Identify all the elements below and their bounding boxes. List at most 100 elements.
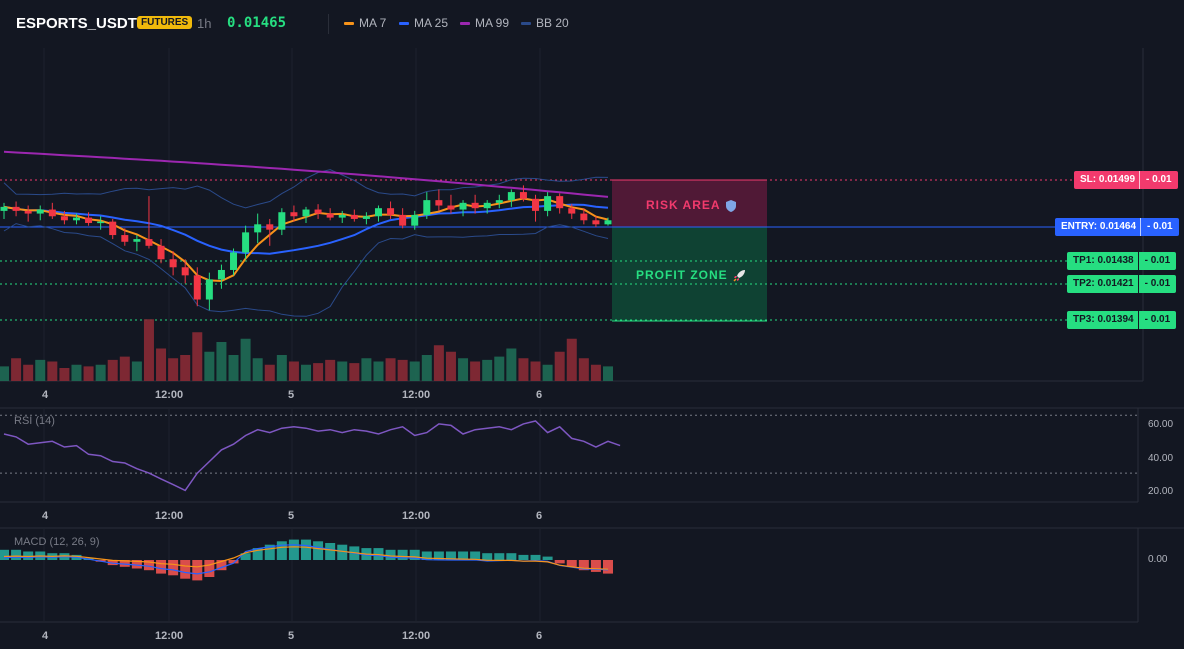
volume-bar (204, 351, 215, 381)
header-divider (328, 14, 329, 34)
time-label-6: 6 (536, 389, 543, 401)
volume-bar (71, 364, 82, 381)
symbol-name[interactable]: ESPORTS_USDT (16, 15, 137, 32)
candle-body (85, 217, 93, 223)
macd-histogram-bar (156, 560, 167, 574)
candle-body (254, 224, 262, 233)
volume-bar (252, 358, 263, 381)
candle-body (411, 214, 419, 226)
volume-bar (47, 361, 58, 381)
sl-price-tag[interactable]: SL: 0.01499- 0.01 (1074, 171, 1178, 189)
tp3-price-tag[interactable]: TP3: 0.01394- 0.01 (1067, 311, 1177, 329)
candle-body (374, 208, 382, 217)
macd-histogram-bar (107, 560, 118, 566)
ma99-line (3, 150, 609, 198)
candle-body (48, 209, 56, 217)
volume-bar (590, 364, 601, 381)
macd-histogram-bar (192, 560, 203, 581)
volume-bar (325, 359, 336, 381)
tp1-price-tag[interactable]: TP1: 0.01438- 0.01 (1067, 252, 1177, 270)
rsi-time-label-5: 5 (288, 510, 295, 522)
entry-tag-label: ENTRY: 0.01464 (1061, 221, 1137, 232)
candle-body (483, 202, 491, 209)
volume-bar (409, 361, 420, 381)
macd-histogram-bar (0, 549, 9, 560)
legend-ma7[interactable]: MA 7 (344, 16, 386, 30)
macd-histogram-bar (131, 560, 142, 569)
macd-histogram-bar (506, 553, 517, 560)
macd-histogram-bar (482, 553, 493, 560)
candle-body (314, 209, 322, 214)
macd-time-label-4: 4 (42, 630, 49, 642)
macd-histogram-bar (23, 551, 34, 560)
candle-body (205, 279, 213, 300)
entry-tag-diff: - 0.01 (1140, 218, 1179, 236)
volume-bar (59, 368, 70, 381)
candle-body (568, 208, 576, 214)
candle-body (181, 267, 189, 276)
macd-histogram-bar (603, 560, 613, 574)
candle-body (290, 212, 298, 217)
candle-body (592, 220, 600, 225)
entry-price-tag[interactable]: ENTRY: 0.01464- 0.01 (1055, 218, 1179, 236)
volume-bar (240, 338, 251, 381)
candle-body (350, 214, 358, 219)
legend-bb20[interactable]: BB 20 (521, 16, 569, 30)
tp2-price-tag[interactable]: TP2: 0.01421- 0.01 (1067, 275, 1177, 293)
candle-body (60, 216, 68, 221)
candle-body (435, 200, 443, 206)
time-label-1200-a: 12:00 (155, 389, 184, 401)
volume-bar (11, 358, 22, 381)
candle-body (532, 198, 540, 211)
volume-bar (542, 364, 553, 381)
candle-body (495, 200, 503, 203)
candle-body (459, 202, 467, 210)
legend-ma25[interactable]: MA 25 (399, 16, 448, 30)
volume-bar (192, 332, 203, 381)
macd-histogram-bar (325, 543, 336, 560)
volume-bar (361, 358, 372, 381)
candle-body (109, 221, 117, 236)
macd-histogram-bar (216, 560, 227, 571)
macd-histogram-bar (542, 556, 553, 560)
macd-time-label-5: 5 (288, 630, 295, 642)
macd-histogram-bar (168, 560, 179, 576)
rsi-label: RSI (14) (14, 415, 55, 427)
macd-histogram-bar (240, 553, 251, 560)
rsi-tick-40: 40.00 (1148, 453, 1174, 464)
macd-histogram-bar (337, 544, 348, 560)
volume-bar (313, 363, 324, 381)
volume-bar (23, 364, 34, 381)
macd-histogram-bar (119, 560, 130, 567)
volume-bar (107, 359, 118, 381)
rocket-icon (733, 270, 745, 282)
volume-bar (554, 351, 565, 381)
macd-histogram-bar (180, 560, 191, 579)
candle-body (580, 213, 588, 221)
profit-zone-text: PROFIT ZONE (636, 268, 728, 282)
volume-bar (143, 319, 154, 381)
volume-bar (433, 345, 444, 381)
volume-bar (35, 359, 46, 381)
candle-body (519, 192, 527, 199)
candle-body (338, 214, 346, 218)
volume-bar (131, 361, 142, 381)
macd-histogram-bar (445, 551, 456, 560)
legend-ma99[interactable]: MA 99 (460, 16, 509, 30)
volume-bar (470, 361, 481, 381)
candle-body (217, 269, 225, 280)
timeframe-label[interactable]: 1h (197, 16, 212, 31)
volume-bar (301, 364, 311, 381)
macd-histogram-bar (301, 539, 311, 560)
macd-histogram-bar (313, 541, 324, 560)
volume-bar (397, 359, 408, 381)
macd-histogram-bar (276, 541, 287, 560)
candle-body (169, 259, 177, 268)
macd-histogram-bar (409, 549, 420, 560)
time-label-1200-b: 12:00 (402, 389, 431, 401)
volume-bar (156, 348, 167, 381)
candle-body (12, 206, 20, 211)
volume-bar (288, 361, 299, 381)
macd-signal-line (3, 546, 609, 570)
